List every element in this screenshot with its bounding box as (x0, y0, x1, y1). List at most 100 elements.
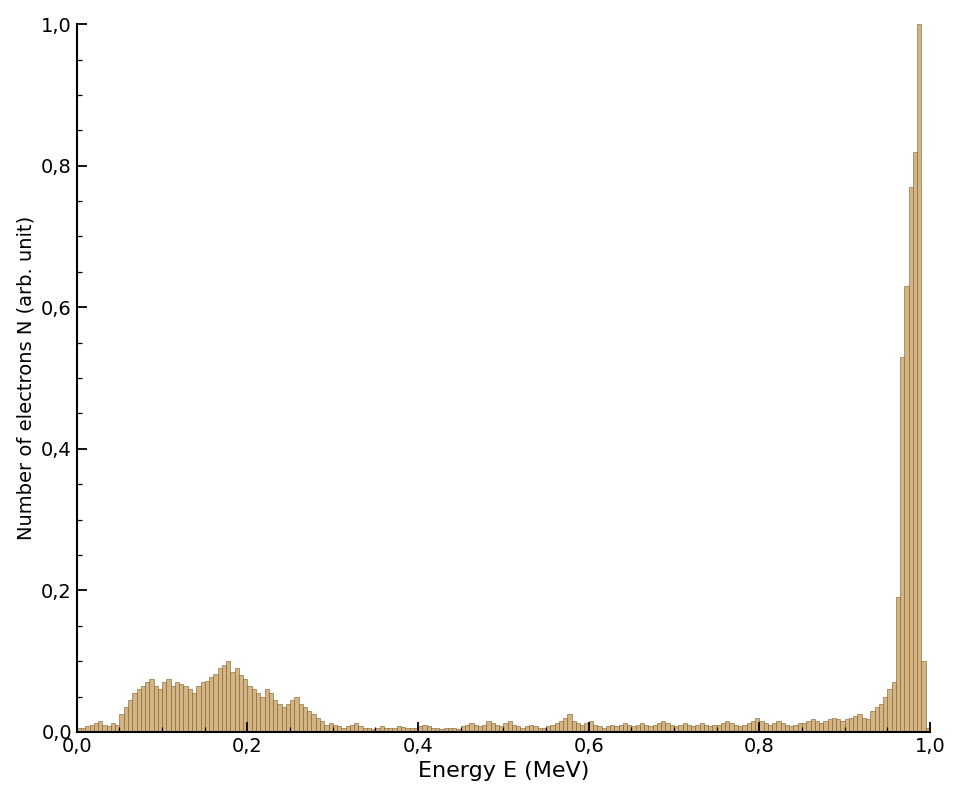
Bar (567, 714, 571, 732)
Bar (247, 686, 252, 732)
Bar (516, 726, 520, 732)
Bar (895, 598, 899, 732)
Bar (350, 725, 354, 732)
Bar (742, 725, 746, 732)
Bar (550, 725, 554, 732)
Bar (644, 725, 648, 732)
Bar (358, 726, 362, 732)
Bar (674, 726, 678, 732)
Bar (371, 729, 375, 732)
Bar (541, 729, 546, 732)
Bar (298, 704, 303, 732)
Bar (456, 729, 460, 732)
Bar (707, 726, 712, 732)
Bar (187, 689, 192, 732)
Bar (366, 729, 371, 732)
Bar (916, 24, 921, 732)
Bar (111, 724, 115, 732)
Bar (754, 717, 758, 732)
Bar (823, 721, 826, 732)
Bar (584, 724, 588, 732)
Bar (529, 725, 532, 732)
Bar (260, 697, 264, 732)
Bar (409, 729, 413, 732)
Bar (426, 726, 431, 732)
Bar (874, 707, 877, 732)
Bar (184, 686, 187, 732)
Bar (443, 729, 448, 732)
Bar (175, 682, 179, 732)
Bar (779, 724, 784, 732)
Bar (793, 725, 797, 732)
Bar (328, 724, 333, 732)
Bar (720, 724, 725, 732)
Bar (98, 721, 102, 732)
Bar (422, 725, 426, 732)
Bar (222, 665, 226, 732)
Bar (728, 724, 733, 732)
Bar (511, 725, 516, 732)
Bar (639, 724, 644, 732)
Bar (205, 681, 209, 732)
Bar (162, 682, 166, 732)
Bar (341, 728, 345, 732)
Bar (848, 717, 852, 732)
Bar (532, 726, 537, 732)
Bar (243, 679, 247, 732)
Bar (217, 668, 222, 732)
Bar (213, 674, 217, 732)
Bar (464, 725, 469, 732)
Bar (758, 721, 763, 732)
Bar (320, 721, 324, 732)
Bar (107, 726, 111, 732)
Bar (507, 721, 511, 732)
Bar (401, 727, 405, 732)
Bar (840, 721, 844, 732)
Bar (256, 693, 260, 732)
Bar (772, 724, 776, 732)
Bar (396, 726, 401, 732)
Bar (844, 719, 848, 732)
Bar (537, 728, 541, 732)
Bar (481, 725, 486, 732)
Bar (605, 726, 609, 732)
Bar (86, 726, 89, 732)
Bar (750, 721, 754, 732)
Bar (801, 724, 805, 732)
Bar (912, 152, 916, 732)
Bar (660, 721, 665, 732)
Bar (133, 693, 136, 732)
Bar (870, 711, 874, 732)
Bar (136, 689, 140, 732)
Bar (609, 725, 614, 732)
Bar (77, 729, 81, 732)
Bar (375, 728, 380, 732)
Bar (277, 704, 282, 732)
Bar (179, 684, 184, 732)
Bar (524, 726, 529, 732)
Bar (115, 725, 119, 732)
Bar (128, 700, 133, 732)
Bar (158, 689, 162, 732)
Bar (558, 721, 562, 732)
Bar (805, 721, 810, 732)
Bar (776, 721, 779, 732)
Bar (209, 677, 213, 732)
Bar (460, 726, 464, 732)
Bar (226, 661, 230, 732)
Bar (576, 724, 579, 732)
Bar (124, 707, 128, 732)
Bar (579, 725, 584, 732)
Bar (473, 725, 478, 732)
Bar (588, 721, 592, 732)
Bar (290, 700, 294, 732)
Bar (797, 724, 801, 732)
Bar (546, 726, 550, 732)
Bar (307, 711, 311, 732)
Bar (865, 719, 870, 732)
Bar (767, 725, 772, 732)
Bar (315, 717, 320, 732)
Bar (652, 725, 656, 732)
Bar (852, 717, 856, 732)
Bar (413, 728, 418, 732)
